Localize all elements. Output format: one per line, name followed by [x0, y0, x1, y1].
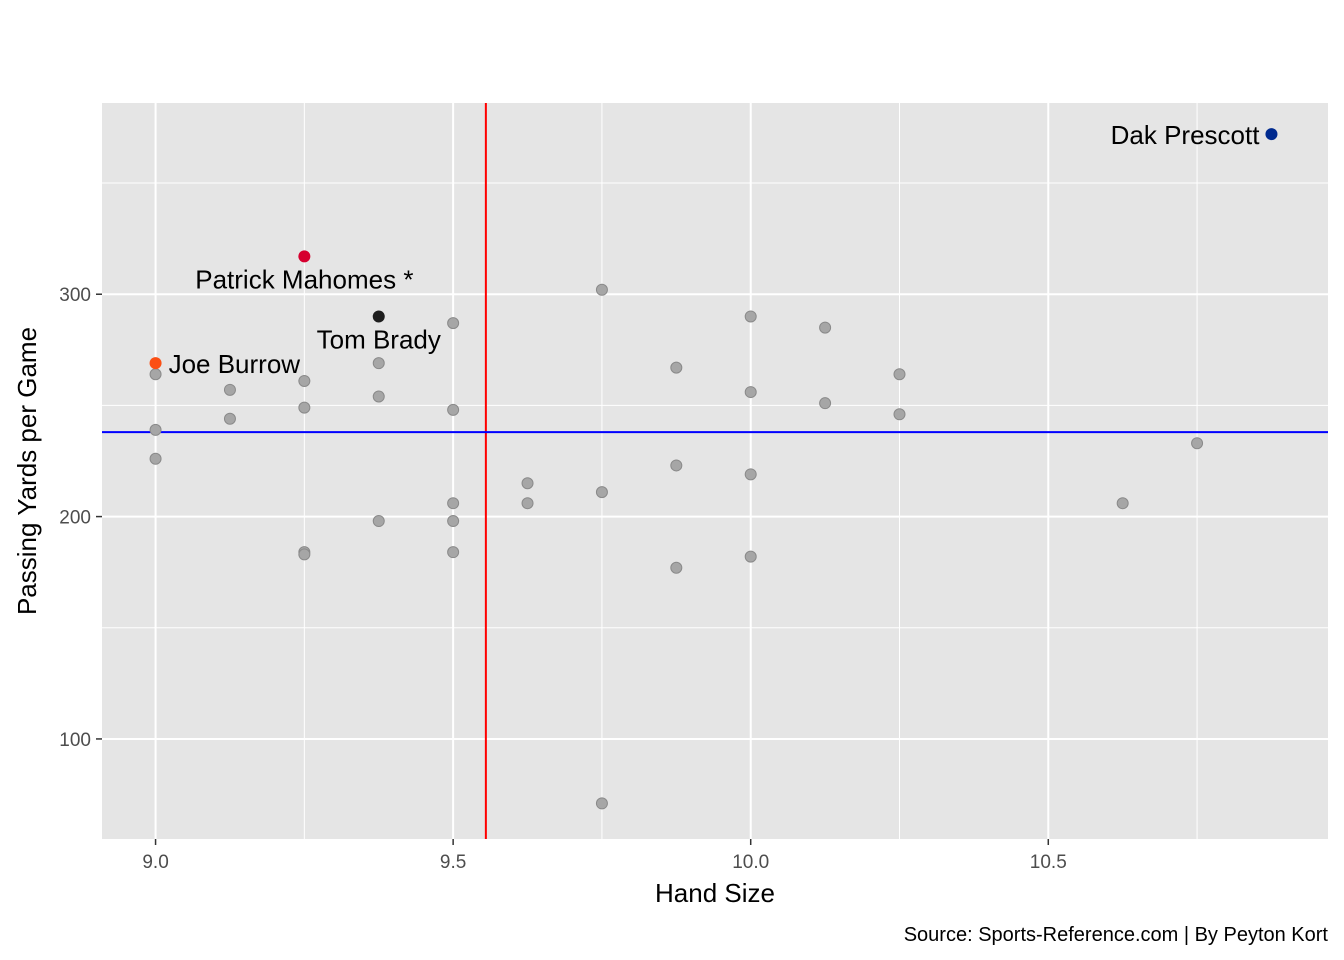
data-point — [595, 486, 608, 499]
data-point — [744, 468, 757, 481]
source-caption: Source: Sports-Reference.com | By Peyton… — [904, 924, 1329, 946]
data-point — [223, 383, 236, 396]
data-point — [744, 550, 757, 563]
data-point — [595, 283, 608, 296]
x-axis-ticks: 9.0 9.5 10.0 10.5 — [142, 839, 1067, 873]
data-point — [447, 403, 460, 416]
data-point — [447, 515, 460, 528]
data-point — [223, 412, 236, 425]
data-point — [670, 361, 683, 374]
player-label: Joe Burrow — [169, 349, 301, 379]
x-axis-title: Hand Size — [655, 878, 775, 908]
y-axis-title: Passing Yards per Game — [12, 327, 42, 615]
data-point — [1191, 437, 1204, 450]
highlight-point — [372, 310, 385, 323]
data-point — [893, 408, 906, 421]
player-label: Tom Brady — [317, 324, 441, 354]
x-tick-label: 9.5 — [440, 852, 466, 873]
player-label: Dak Prescott — [1111, 120, 1261, 150]
x-tick-label: 10.0 — [732, 852, 769, 873]
data-point — [819, 321, 832, 334]
y-axis-ticks: 100 200 300 — [59, 285, 102, 751]
major-grid — [102, 103, 1328, 839]
data-point — [819, 397, 832, 410]
data-point — [447, 317, 460, 330]
data-point — [893, 368, 906, 381]
data-point — [298, 374, 311, 387]
player-label: Patrick Mahomes * — [195, 264, 413, 294]
data-point — [744, 386, 757, 399]
plot-panel — [102, 103, 1328, 839]
data-point — [670, 459, 683, 472]
highlighted-points — [149, 128, 1278, 370]
data-point — [372, 357, 385, 370]
data-point — [298, 401, 311, 414]
data-point — [521, 477, 534, 490]
y-tick-label: 300 — [59, 285, 91, 306]
data-point — [298, 548, 311, 561]
highlight-point — [149, 357, 162, 370]
data-point — [149, 423, 162, 436]
data-point — [149, 368, 162, 381]
data-point — [1116, 497, 1129, 510]
y-tick-label: 100 — [59, 730, 91, 751]
data-point — [595, 797, 608, 810]
data-point — [447, 546, 460, 559]
data-point — [447, 497, 460, 510]
data-points — [149, 283, 1204, 810]
x-tick-label: 9.0 — [142, 852, 168, 873]
reference-lines — [102, 103, 1328, 839]
data-point — [372, 390, 385, 403]
highlight-labels: Dak Prescott Patrick Mahomes * Tom Brady Jo… — [169, 120, 1261, 379]
data-point — [149, 452, 162, 465]
highlight-point — [1265, 128, 1278, 141]
data-point — [372, 515, 385, 528]
highlight-point — [298, 250, 311, 263]
data-point — [744, 310, 757, 323]
data-point — [670, 561, 683, 574]
x-tick-label: 10.5 — [1030, 852, 1067, 873]
data-point — [521, 497, 534, 510]
y-tick-label: 200 — [59, 508, 91, 529]
